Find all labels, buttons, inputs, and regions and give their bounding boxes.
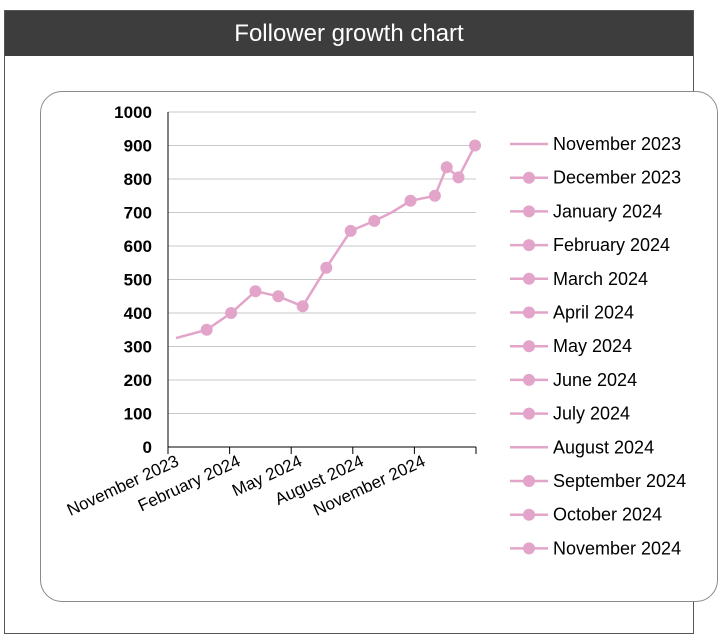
y-tick-label: 1000 [114, 103, 152, 122]
legend-label: October 2024 [553, 505, 662, 525]
y-tick-label: 900 [124, 137, 152, 156]
chart-title: Follower growth chart [5, 11, 693, 56]
y-tick-label: 500 [124, 271, 152, 290]
y-tick-label: 800 [124, 170, 152, 189]
legend-marker [523, 373, 535, 386]
y-tick-label: 100 [124, 405, 152, 424]
legend-label: January 2024 [553, 201, 662, 221]
legend-label: November 2024 [553, 538, 681, 558]
y-tick-label: 400 [124, 304, 152, 323]
legend-marker [523, 407, 535, 420]
data-point [272, 290, 285, 303]
legend-label: May 2024 [553, 336, 632, 356]
legend-label: September 2024 [553, 471, 686, 491]
legend-marker [523, 340, 535, 353]
y-tick-label: 0 [143, 438, 152, 457]
legend-label: July 2024 [553, 404, 630, 424]
y-tick-label: 200 [124, 371, 152, 390]
legend-label: March 2024 [553, 269, 648, 289]
legend-marker [523, 272, 535, 285]
data-point [249, 285, 262, 298]
data-point [440, 161, 453, 174]
legend-marker [523, 306, 535, 319]
legend-marker [523, 542, 535, 555]
legend-label: April 2024 [553, 303, 634, 323]
data-point [225, 307, 238, 319]
legend-marker [523, 475, 535, 487]
y-tick-label: 700 [124, 204, 152, 223]
data-point [368, 214, 381, 227]
data-point [320, 261, 333, 274]
legend-marker [523, 508, 535, 521]
legend-marker [523, 171, 535, 184]
y-tick-label: 600 [124, 237, 152, 256]
y-tick-label: 300 [124, 338, 152, 357]
data-point [469, 139, 482, 152]
legend-label: November 2023 [553, 134, 681, 154]
series-line [175, 144, 477, 340]
legend-label: June 2024 [553, 370, 637, 390]
data-point [296, 300, 309, 313]
legend-label: August 2024 [553, 437, 654, 457]
legend-label: December 2023 [553, 168, 681, 188]
data-point [404, 194, 417, 207]
legend-marker [523, 205, 535, 218]
data-point [428, 189, 441, 202]
legend-label: February 2024 [553, 235, 670, 255]
legend-marker [523, 239, 535, 252]
data-point [344, 224, 357, 237]
data-point [200, 323, 213, 336]
data-point [452, 171, 465, 184]
